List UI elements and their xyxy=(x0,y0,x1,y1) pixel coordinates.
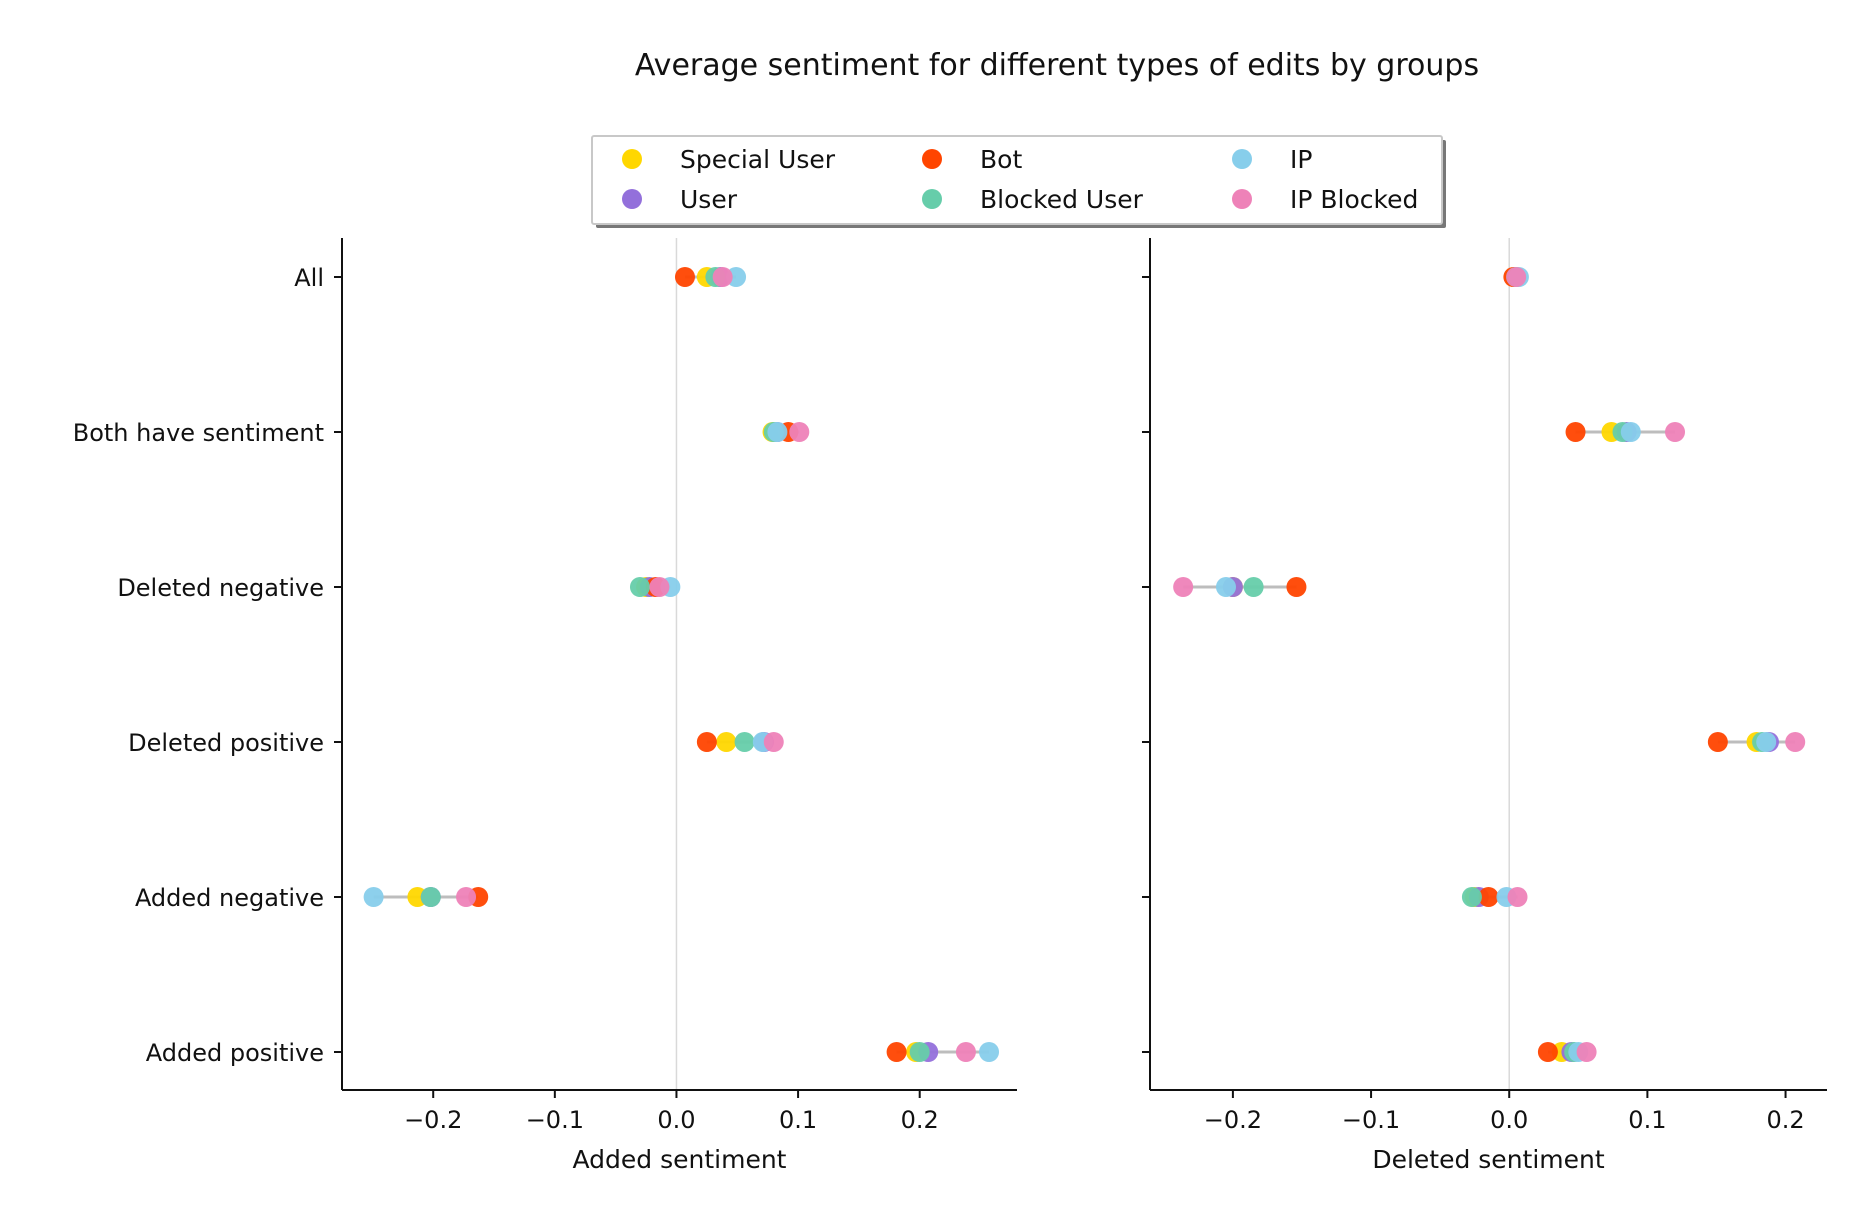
x-tick-label: 0.2 xyxy=(1766,1106,1804,1134)
point-bot-deleted-positive xyxy=(1707,732,1728,752)
legend-marker-user xyxy=(622,189,642,209)
x-tick-label: 0.0 xyxy=(657,1106,695,1134)
point-ip-blocked-all xyxy=(1506,267,1527,287)
x-tick-label: 0.1 xyxy=(779,1106,817,1134)
point-ip-blocked-added-positive xyxy=(955,1042,976,1062)
point-blocked-user-deleted-negative xyxy=(1243,577,1264,597)
point-blocked-user-deleted-negative xyxy=(629,577,650,597)
point-ip-both-have-sentiment xyxy=(1620,422,1641,442)
y-tick-label-added-positive: Added positive xyxy=(146,1039,324,1067)
point-ip-deleted-positive xyxy=(1756,732,1777,752)
point-bot-added-positive xyxy=(886,1042,907,1062)
legend-label-bot: Bot xyxy=(980,145,1022,174)
point-ip-blocked-deleted-positive xyxy=(1785,732,1806,752)
y-tick-label-all: All xyxy=(294,264,324,292)
point-bot-added-negative xyxy=(1478,887,1499,907)
legend-marker-ip xyxy=(1232,149,1252,169)
point-ip-added-positive xyxy=(979,1042,1000,1062)
legend-marker-ip-blocked xyxy=(1232,189,1252,209)
x-tick-label: −0.1 xyxy=(526,1106,584,1134)
point-blocked-user-deleted-positive xyxy=(734,732,755,752)
point-ip-added-negative xyxy=(363,887,384,907)
legend-label-ip-blocked: IP Blocked xyxy=(1290,185,1418,214)
legend-marker-bot xyxy=(922,149,942,169)
legend-label-user: User xyxy=(680,185,738,214)
x-tick-label: 0.2 xyxy=(901,1106,939,1134)
point-bot-added-positive xyxy=(1537,1042,1558,1062)
y-tick-label-deleted-negative: Deleted negative xyxy=(117,574,324,602)
point-ip-blocked-deleted-positive xyxy=(763,732,784,752)
y-tick-label-added-negative: Added negative xyxy=(135,884,324,912)
y-tick-label-both-have-sentiment: Both have sentiment xyxy=(73,419,324,447)
legend-box xyxy=(591,135,1443,225)
y-tick-label-deleted-positive: Deleted positive xyxy=(128,729,324,757)
point-blocked-user-added-positive xyxy=(909,1042,930,1062)
legend-marker-blocked-user xyxy=(922,189,942,209)
point-blocked-user-added-negative xyxy=(1461,887,1482,907)
point-ip-blocked-both-have-sentiment xyxy=(1665,422,1686,442)
chart-title: Average sentiment for different types of… xyxy=(635,48,1479,83)
panel-deleted-sentiment: −0.2 −0.1 0.0 0.1 0.2 Deleted sentiment xyxy=(1142,238,1827,1174)
legend-label-ip: IP xyxy=(1290,145,1312,174)
point-bot-both-have-sentiment xyxy=(1565,422,1586,442)
point-bot-deleted-negative xyxy=(1286,577,1307,597)
point-bot-deleted-positive xyxy=(696,732,717,752)
x-tick-label: 0.1 xyxy=(1628,1106,1666,1134)
point-special-user-deleted-positive xyxy=(716,732,737,752)
legend-label-blocked-user: Blocked User xyxy=(980,185,1144,214)
x-tick-label: −0.1 xyxy=(1342,1106,1400,1134)
point-ip-both-have-sentiment xyxy=(767,422,788,442)
point-blocked-user-added-negative xyxy=(420,887,441,907)
legend-label-special-user: Special User xyxy=(680,145,836,174)
point-ip-blocked-added-negative xyxy=(456,887,477,907)
point-ip-blocked-deleted-negative xyxy=(1173,577,1194,597)
x-tick-label: −0.2 xyxy=(1204,1106,1262,1134)
point-ip-blocked-deleted-negative xyxy=(649,577,670,597)
x-tick-label: −0.2 xyxy=(404,1106,462,1134)
legend-marker-special-user xyxy=(622,149,642,169)
panel-added-sentiment: All Both have sentiment Deleted negative De… xyxy=(73,238,1017,1174)
legend: Special User User Bot Blocked User IP IP Bloc… xyxy=(591,135,1446,228)
x-axis-label: Deleted sentiment xyxy=(1372,1145,1605,1174)
point-ip-blocked-added-positive xyxy=(1576,1042,1597,1062)
point-ip-deleted-negative xyxy=(1215,577,1236,597)
point-ip-blocked-added-negative xyxy=(1507,887,1528,907)
x-tick-label: 0.0 xyxy=(1490,1106,1528,1134)
point-ip-blocked-both-have-sentiment xyxy=(789,422,810,442)
x-axis-label: Added sentiment xyxy=(573,1145,787,1174)
point-ip-blocked-all xyxy=(712,267,733,287)
point-bot-all xyxy=(674,267,695,287)
